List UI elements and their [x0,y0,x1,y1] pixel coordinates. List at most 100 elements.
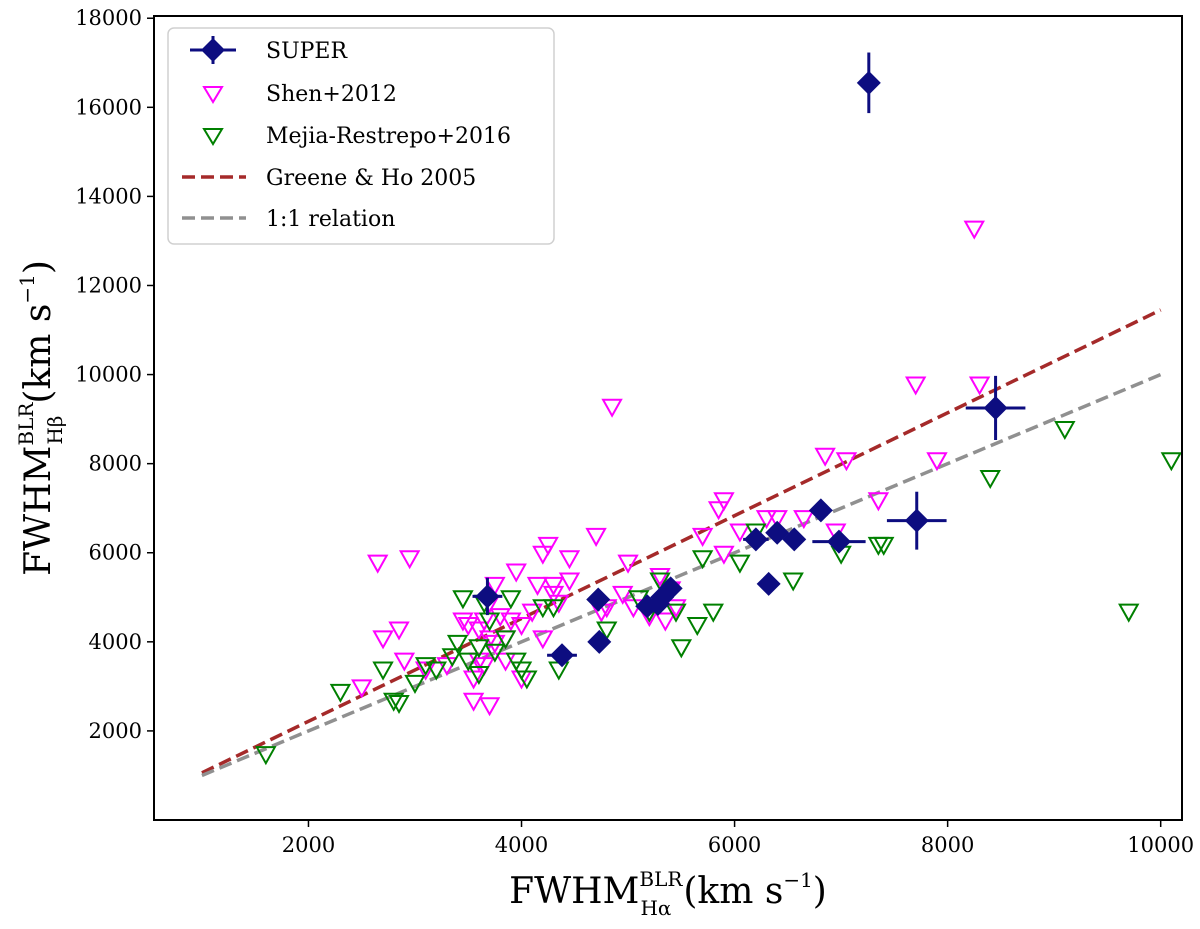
shen2012-point [558,572,581,592]
legend-item-greene-ho-2005: Greene & Ho 2005 [182,166,476,191]
mejia-restrepo2016-point [446,634,469,654]
shen2012-point [665,599,687,619]
shen2012-point [494,652,517,672]
mejia-restrepo2016-point [516,670,538,690]
shen2012-point [526,576,549,596]
y-tick-label: 2000 [89,719,142,743]
mejia-restrepo2016-point [542,599,565,619]
shen2012-point [542,576,565,596]
shen2012-point [478,697,501,717]
mejia-restrepo2016-point [1054,421,1076,441]
mejia-restrepo2016-point [729,554,751,574]
mejia-restrepo2016-point [255,746,277,766]
shen2012-point [926,452,948,472]
shen2012-point [398,550,421,570]
super-point [658,576,683,601]
shen2012-point [904,376,927,396]
y-tick-label: 16000 [75,95,142,119]
mejia-restrepo2016-point [1160,452,1183,472]
super-point [782,527,807,552]
mejia-restrepo2016-point [478,612,501,632]
mejia-restrepo2016-point [548,661,570,681]
mejia-restrepo2016-point [441,648,463,668]
mejia-restrepo2016-point [873,536,895,556]
shen2012-point [462,670,485,690]
mejia-restrepo2016-point [979,470,1001,490]
mejia-restrepo2016-point [670,639,693,659]
y-tick-label: 10000 [75,363,142,387]
mejia-restrepo2016-point [532,599,554,619]
mejia-restrepo2016-point [702,603,724,623]
mejia-restrepo2016-point [382,692,405,712]
shen2012-point [814,447,836,467]
legend-item-super: SUPER [190,36,348,64]
mejia-restrepo2016-point [500,590,522,610]
shen2012-point [393,652,416,672]
shen2012-point [601,398,623,418]
y-axis-label: FWHMBLR Hβ(km s−1) [14,260,67,576]
series-shen2012 [351,220,991,717]
shen2012-point [414,661,437,681]
shen2012-point [835,452,858,472]
x-tick-label: 4000 [495,833,548,857]
legend-item-shen2012: Shen+2012 [202,82,397,107]
super-point [856,70,881,95]
legend-label-greene-ho-2005: Greene & Ho 2005 [266,166,476,191]
series-super [472,52,1026,668]
super-point [983,395,1008,420]
shen2012-point [548,594,570,614]
shen2012-point [468,652,490,672]
super-point [826,529,851,554]
mejia-restrepo2016-point [691,550,714,570]
plot-frame [153,15,1183,821]
shen2012-point [537,536,559,556]
shen2012-point [462,692,485,712]
shen2012-point [617,554,639,574]
shen2012-point [766,510,788,530]
shen2012-point [729,523,751,543]
shen2012-point [505,563,527,583]
super-point [756,571,781,596]
super-point [808,498,833,523]
y-tick-label: 6000 [89,541,142,565]
legend: SUPER Shen+2012 Mejia-Restrepo+2016 Gree… [167,27,555,245]
y-tick-label: 4000 [89,630,142,654]
x-tick-label: 2000 [282,833,335,857]
shen2012-point [388,621,410,641]
reference-line-greene-ho-2005 [201,308,1162,775]
diamond-icon [201,38,225,62]
mejia-restrepo2016-point [484,643,506,663]
mejia-restrepo2016-point [468,639,490,659]
shen2012-point [558,550,581,570]
shen2012-point [713,545,735,565]
super-point [904,508,929,533]
super-point [587,629,612,654]
super-point [743,527,768,552]
series-mejia-restrepo2016 [255,421,1183,766]
legend-box [167,27,555,245]
shen2012-point [691,527,714,547]
super-point [586,587,611,612]
shen2012-point [366,554,389,574]
shen2012-point [963,220,985,240]
shen2012-point [521,603,543,623]
triangle-down-icon [202,128,224,146]
mejia-restrepo2016-point [329,683,352,703]
mejia-restrepo2016-point [457,652,479,672]
y-tick-label: 8000 [89,452,142,476]
shen2012-point [755,510,778,530]
mejia-restrepo2016-point [649,572,671,592]
shen2012-point [793,510,815,530]
shen2012-point [654,612,677,632]
shen2012-point [707,501,730,521]
x-tick-label: 8000 [921,833,974,857]
mejia-restrepo2016-point [686,617,709,637]
mejia-restrepo2016-point [596,621,618,641]
shen2012-point [867,492,890,512]
mejia-restrepo2016-point [388,694,410,715]
y-tick-label: 14000 [75,184,142,208]
shen2012-point [612,585,634,605]
reference-lines [201,308,1162,778]
